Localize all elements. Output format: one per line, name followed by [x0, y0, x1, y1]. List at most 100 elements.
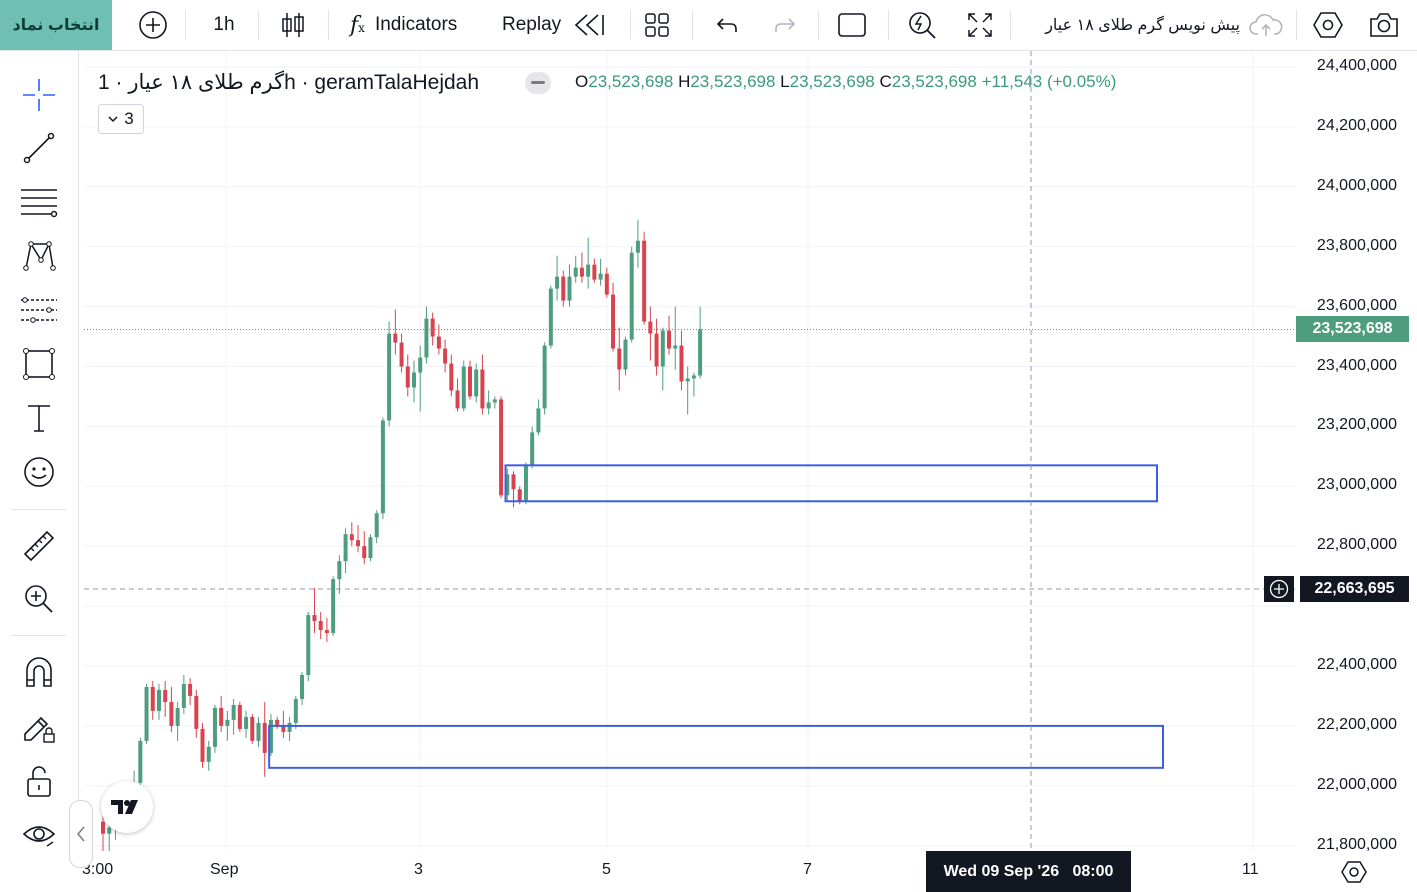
rewind-icon	[574, 14, 604, 36]
fullscreen-button[interactable]	[962, 0, 998, 50]
legend-symbol-title[interactable]: گرم طلای ۱۸ عیار · 1h · geramTalaHejdah	[98, 71, 480, 94]
time-tick: 7	[803, 861, 812, 878]
candle-body	[156, 689, 161, 711]
candle-body	[467, 366, 472, 397]
fullscreen-window-button[interactable]	[834, 0, 870, 50]
candle-body	[405, 366, 410, 388]
candle-body	[561, 276, 566, 301]
close-value: 23,523,698	[891, 72, 977, 91]
candle-body	[679, 345, 684, 382]
pattern-tool[interactable]	[19, 236, 59, 276]
lock-icon	[27, 766, 51, 797]
candle-body	[611, 294, 616, 349]
price-tick: 23,200,000	[1316, 416, 1397, 434]
candle-body	[244, 716, 249, 729]
toolbar-divider	[258, 10, 259, 40]
snapshot-button[interactable]	[1364, 0, 1404, 50]
legend-collapse-button[interactable]	[525, 72, 551, 94]
rectangle-icon	[23, 348, 55, 380]
candle-body	[436, 336, 441, 349]
candle-body	[629, 252, 634, 340]
chart-pane[interactable]	[84, 51, 1296, 851]
chart-type-button[interactable]	[276, 0, 310, 50]
layout-button[interactable]	[640, 0, 674, 50]
undo-button[interactable]	[710, 0, 744, 50]
replay-label: Replay	[502, 14, 562, 35]
indicator-count: 3	[124, 109, 134, 128]
indicators-button[interactable]: fx Indicators	[350, 0, 482, 50]
high-label: H	[678, 72, 691, 91]
candle-body	[362, 546, 367, 559]
add-alert-button[interactable]	[1264, 576, 1294, 602]
text-tool[interactable]	[19, 398, 59, 438]
hexagon-gear-icon	[1313, 12, 1343, 38]
candle-body	[548, 288, 553, 346]
candle-body	[150, 686, 155, 711]
candlestick-chart[interactable]	[84, 51, 1296, 851]
indicators-toggle[interactable]: 3	[98, 104, 144, 134]
candle-body	[331, 579, 336, 634]
magnet-icon	[26, 657, 52, 687]
rectangle-tool[interactable]	[19, 344, 59, 384]
candle-body	[654, 333, 659, 367]
price-tick: 23,400,000	[1316, 356, 1397, 374]
candle-body	[368, 537, 373, 559]
candle-body	[225, 719, 230, 726]
price-tick: 22,200,000	[1316, 715, 1397, 733]
plus-circle-icon	[1269, 579, 1289, 599]
candle-body	[343, 534, 348, 562]
cloud-save-button[interactable]	[1246, 0, 1286, 50]
candle-body	[685, 378, 690, 382]
candle-body	[486, 402, 491, 409]
crosshair-tool[interactable]	[19, 75, 59, 115]
candle-body	[380, 420, 385, 514]
candle-body	[268, 719, 273, 753]
candle-body	[262, 722, 267, 753]
add-symbol-button[interactable]	[133, 0, 173, 50]
zoom-tool[interactable]	[19, 579, 59, 619]
candle-body	[275, 719, 280, 726]
projection-tool[interactable]	[19, 290, 59, 330]
symbol-search-field[interactable]: پیش نویس گرم طلای ۱۸ عیار	[1045, 17, 1240, 34]
cloud-upload-icon	[1249, 14, 1283, 36]
fib-tool[interactable]	[19, 182, 59, 222]
magnet-tool[interactable]	[19, 652, 59, 692]
candle-body	[492, 399, 497, 403]
tradingview-logo[interactable]	[101, 781, 153, 833]
candle-body	[660, 330, 665, 367]
toolbar-divider	[328, 10, 329, 40]
symbol-select-button[interactable]: انتخاب نماد	[0, 0, 112, 50]
measure-tool[interactable]	[19, 526, 59, 566]
gear-icon	[1341, 861, 1367, 883]
crosshair-time-label: Wed 09 Sep '26 08:00	[926, 851, 1131, 892]
interval-button[interactable]: 1h	[213, 14, 235, 35]
hide-drawings-tool[interactable]	[19, 814, 59, 854]
candle-body	[256, 722, 261, 741]
trendline-tool[interactable]	[19, 128, 59, 168]
candle-body	[567, 276, 572, 301]
candle-body	[586, 264, 591, 277]
redo-button[interactable]	[768, 0, 802, 50]
scale-settings-button[interactable]	[1340, 858, 1368, 886]
stay-in-drawing-tool[interactable]	[19, 706, 59, 746]
candle-body	[499, 399, 504, 496]
replay-button[interactable]: Replay	[502, 0, 622, 50]
open-label: O	[575, 72, 589, 91]
hide-toolbar-handle[interactable]	[69, 800, 93, 868]
time-tick: 3	[414, 861, 423, 878]
lock-drawings-tool[interactable]	[19, 761, 59, 801]
emoji-tool[interactable]	[19, 452, 59, 492]
candle-body	[530, 432, 535, 466]
candle-body	[281, 725, 286, 732]
low-value: 23,523,698	[789, 72, 875, 91]
candle-body	[505, 474, 510, 496]
settings-button[interactable]	[1310, 0, 1346, 50]
fib-icon	[21, 189, 58, 218]
chevron-down-icon	[108, 115, 118, 122]
price-scale[interactable]	[1296, 51, 1417, 851]
candle-body	[175, 707, 180, 726]
price-tick: 23,000,000	[1316, 476, 1397, 494]
quick-search-button[interactable]	[904, 0, 940, 50]
candle-body	[337, 561, 342, 580]
candle-body	[300, 674, 305, 699]
